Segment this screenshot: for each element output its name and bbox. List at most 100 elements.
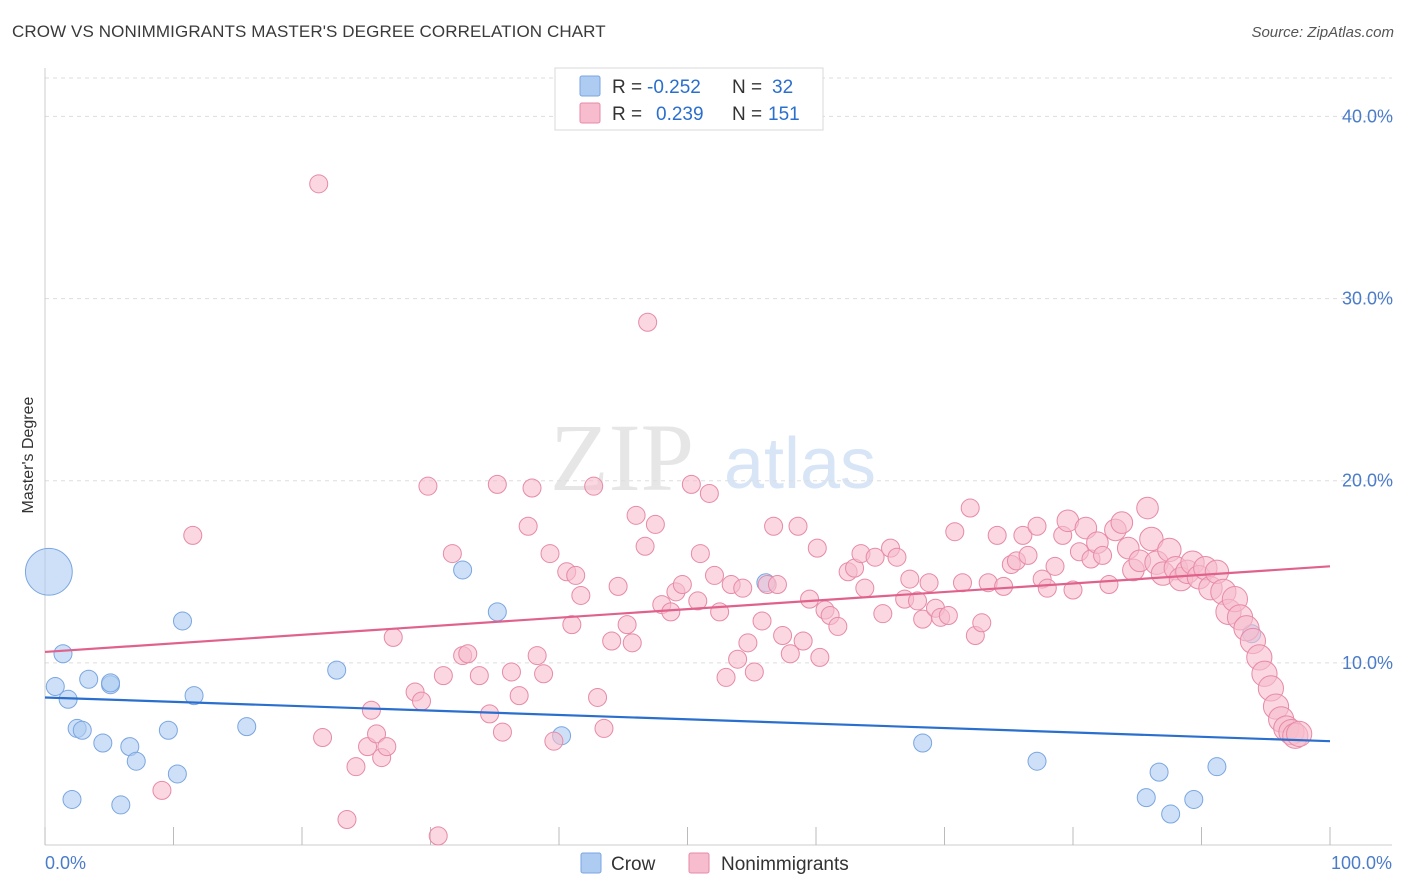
- nonimmigrants-point-53: [690, 544, 710, 564]
- nonimmigrants-point-81: [865, 547, 885, 567]
- nonimmigrants-point-65: [764, 516, 784, 536]
- nonimmigrants-point-99: [987, 525, 1007, 545]
- nonimmigrants-point-97: [972, 613, 992, 633]
- watermark: ZIP atlas: [550, 404, 876, 511]
- nonimmigrants-point-55: [704, 565, 724, 585]
- nonimmigrants-point-34: [566, 565, 586, 585]
- crow-point-7: [79, 669, 99, 689]
- nonimmigrants-point-67: [773, 626, 793, 646]
- nonimmigrants-point-33: [562, 615, 582, 635]
- crow-point-26: [1136, 788, 1156, 808]
- nonimmigrants-point-94: [952, 573, 972, 593]
- watermark-atlas: atlas: [724, 424, 876, 504]
- nonimmigrants-point-71: [800, 589, 820, 609]
- nonimmigrants-point-11: [383, 627, 403, 647]
- crow-point-28: [1161, 804, 1181, 824]
- legend-r-label-crow: R =: [612, 77, 642, 98]
- crow-point-13: [126, 751, 146, 771]
- legend-r-value-crow: -0.252: [647, 77, 701, 98]
- nonimmigrants-point-92: [938, 606, 958, 625]
- nonimmigrants-point-57: [716, 667, 736, 687]
- nonimmigrants-point-39: [602, 631, 622, 651]
- nonimmigrants-point-46: [645, 514, 665, 534]
- crow-point-0: [24, 547, 73, 596]
- nonimmigrants-point-93: [945, 522, 965, 542]
- legend-n-label-nonimmigrants: N =: [732, 104, 762, 125]
- bottom-legend: Crow Nonimmigrants: [580, 852, 849, 875]
- nonimmigrants-point-30: [540, 544, 560, 564]
- nonimmigrants-point-116: [1093, 545, 1113, 565]
- crow-point-24: [913, 733, 933, 753]
- nonimmigrants-point-36: [584, 476, 604, 496]
- nonimmigrants-point-80: [855, 578, 875, 598]
- nonimmigrants-point-0: [152, 780, 172, 800]
- nonimmigrants-point-100: [994, 576, 1014, 596]
- legend-r-value-nonimmigrants: 0.239: [656, 104, 704, 125]
- nonimmigrants-point-3: [313, 728, 333, 748]
- nonimmigrants-point-73: [810, 647, 830, 667]
- crow-point-20: [453, 560, 473, 580]
- nonimmigrants-point-25: [509, 686, 529, 706]
- nonimmigrants-point-23: [492, 722, 512, 742]
- nonimmigrants-point-19: [458, 644, 478, 664]
- nonimmigrants-point-50: [672, 575, 692, 595]
- crow-point-1: [45, 677, 65, 697]
- nonimmigrants-point-86: [900, 569, 920, 589]
- bottom-legend-label-crow: Crow: [611, 854, 656, 875]
- y-tick-label-3: 40.0%: [1342, 106, 1393, 126]
- nonimmigrants-point-45: [638, 312, 658, 332]
- nonimmigrants-point-13: [412, 691, 432, 711]
- nonimmigrants-point-60: [733, 578, 753, 598]
- nonimmigrants-point-95: [960, 498, 980, 518]
- nonimmigrants-point-76: [828, 616, 848, 636]
- nonimmigrants-point-31: [544, 731, 564, 751]
- x-tick-label-max: 100.0%: [1331, 853, 1392, 873]
- nonimmigrants-point-4: [337, 810, 357, 829]
- crow-point-27: [1149, 762, 1169, 782]
- nonimmigrants-point-7: [361, 700, 381, 720]
- crow-point-10: [101, 673, 121, 693]
- nonimmigrants-point-89: [919, 573, 939, 593]
- nonimmigrants-point-119: [1110, 511, 1134, 534]
- nonimmigrants-point-124: [1139, 526, 1164, 552]
- data-points: [24, 174, 1313, 846]
- nonimmigrants-point-103: [1013, 525, 1033, 545]
- legend-n-value-nonimmigrants: 151: [768, 104, 800, 125]
- nonimmigrants-point-105: [1027, 516, 1047, 536]
- nonimmigrants-point-108: [1045, 556, 1065, 576]
- y-tick-labels: 10.0% 20.0% 30.0% 40.0%: [1342, 106, 1393, 672]
- nonimmigrants-point-66: [767, 575, 787, 595]
- nonimmigrants-point-61: [738, 633, 758, 653]
- crow-point-17: [184, 686, 204, 706]
- nonimmigrants-point-16: [433, 666, 453, 686]
- nonimmigrants-point-43: [626, 505, 646, 525]
- nonimmigrants-point-20: [469, 666, 489, 686]
- nonimmigrants-point-107: [1037, 578, 1057, 598]
- nonimmigrants-point-42: [622, 633, 642, 653]
- legend-swatch-nonimmigrants: [579, 102, 601, 124]
- nonimmigrants-trend-line: [44, 565, 1331, 654]
- nonimmigrants-point-123: [1136, 496, 1159, 520]
- watermark-zip: ZIP: [550, 404, 694, 511]
- trend-lines: [44, 565, 1331, 743]
- nonimmigrants-point-72: [807, 538, 827, 558]
- nonimmigrants-point-40: [608, 576, 628, 596]
- nonimmigrants-point-111: [1063, 580, 1083, 600]
- crow-point-4: [62, 789, 82, 809]
- nonimmigrants-point-26: [518, 516, 538, 536]
- crow-point-29: [1184, 789, 1204, 809]
- nonimmigrants-point-28: [527, 646, 547, 666]
- nonimmigrants-point-87: [908, 591, 928, 611]
- bottom-legend-swatch-crow: [580, 852, 602, 874]
- nonimmigrants-point-62: [744, 662, 764, 682]
- nonimmigrants-point-51: [681, 474, 701, 494]
- crow-point-19: [327, 660, 347, 680]
- nonimmigrants-point-38: [594, 718, 614, 738]
- nonimmigrants-point-82: [873, 604, 893, 624]
- crow-point-14: [158, 720, 178, 740]
- nonimmigrants-point-1: [183, 525, 203, 545]
- chart-title: CROW VS NONIMMIGRANTS MASTER'S DEGREE CO…: [12, 22, 606, 41]
- crow-point-8: [93, 733, 113, 753]
- nonimmigrants-point-117: [1099, 575, 1119, 595]
- x-axis-ticks: [44, 827, 1331, 845]
